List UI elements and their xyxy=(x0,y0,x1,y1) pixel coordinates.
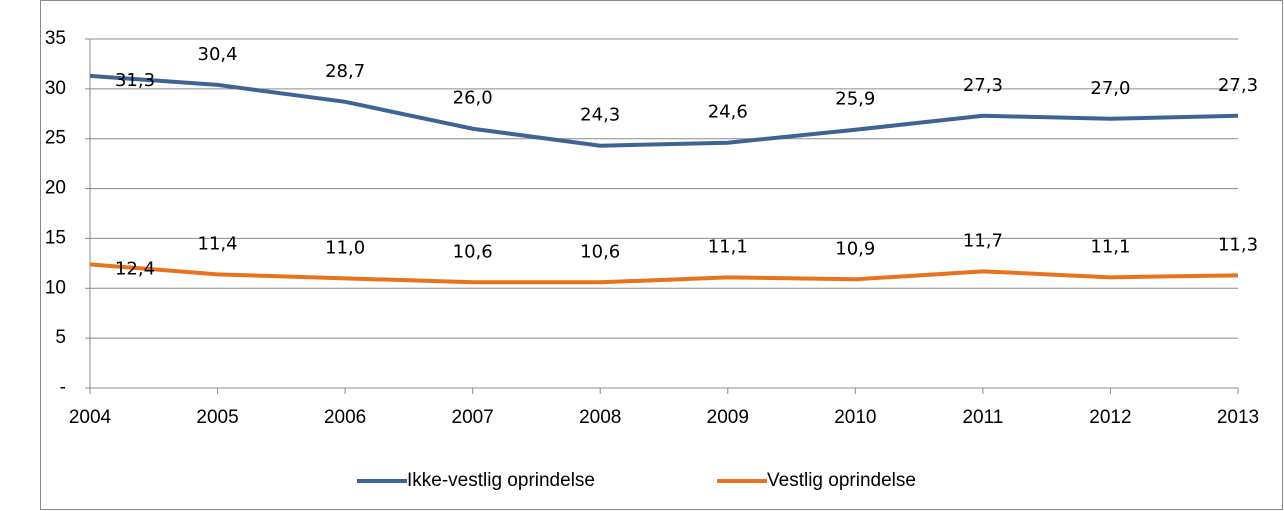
data-label: 11,1 xyxy=(1090,236,1130,257)
data-label: 11,3 xyxy=(1218,234,1258,255)
data-label: 26,0 xyxy=(453,88,493,109)
data-label: 11,7 xyxy=(963,230,1003,251)
data-label: 11,1 xyxy=(708,236,748,257)
legend-label: Ikke-vestlig oprindelse xyxy=(407,470,595,491)
series-line xyxy=(89,262,1239,285)
x-tick-label: 2011 xyxy=(962,407,1003,428)
y-tick-label: 5 xyxy=(55,327,66,348)
x-tick-label: 2005 xyxy=(196,407,238,428)
y-tick-label: 35 xyxy=(45,28,66,49)
data-label: 30,4 xyxy=(198,44,238,65)
y-tick-label: 25 xyxy=(45,128,66,149)
x-tick-label: 2012 xyxy=(1089,407,1131,428)
data-label: 10,9 xyxy=(835,238,875,259)
legend-label: Vestlig oprindelse xyxy=(767,470,916,491)
x-tick-label: 2010 xyxy=(834,407,876,428)
y-tick-label: 15 xyxy=(45,227,66,248)
x-tick-label: 2013 xyxy=(1217,407,1259,428)
data-label: 25,9 xyxy=(835,89,875,110)
x-tick-label: 2004 xyxy=(69,407,112,428)
y-tick-label: - xyxy=(60,377,66,398)
data-label: 27,0 xyxy=(1090,78,1130,99)
y-tick-label: 30 xyxy=(45,78,66,99)
x-tick-label: 2007 xyxy=(452,407,494,428)
x-tick-label: 2006 xyxy=(324,407,366,428)
x-tick-label: 2009 xyxy=(707,407,749,428)
series-line xyxy=(89,73,1239,148)
data-label: 10,6 xyxy=(453,241,493,262)
data-label: 11,4 xyxy=(198,233,238,254)
data-label: 12,4 xyxy=(115,258,155,279)
data-label: 24,6 xyxy=(708,102,748,123)
y-tick-label: 20 xyxy=(45,178,66,199)
chart-frame xyxy=(40,0,1283,510)
data-label: 31,3 xyxy=(115,70,155,91)
data-label: 27,3 xyxy=(963,75,1003,96)
data-label: 27,3 xyxy=(1218,75,1258,96)
data-label: 10,6 xyxy=(580,241,620,262)
x-tick-label: 2008 xyxy=(579,407,621,428)
y-tick-label: 10 xyxy=(45,277,66,298)
data-label: 24,3 xyxy=(580,105,620,126)
data-label: 28,7 xyxy=(325,61,365,82)
data-label: 11,0 xyxy=(325,237,365,258)
